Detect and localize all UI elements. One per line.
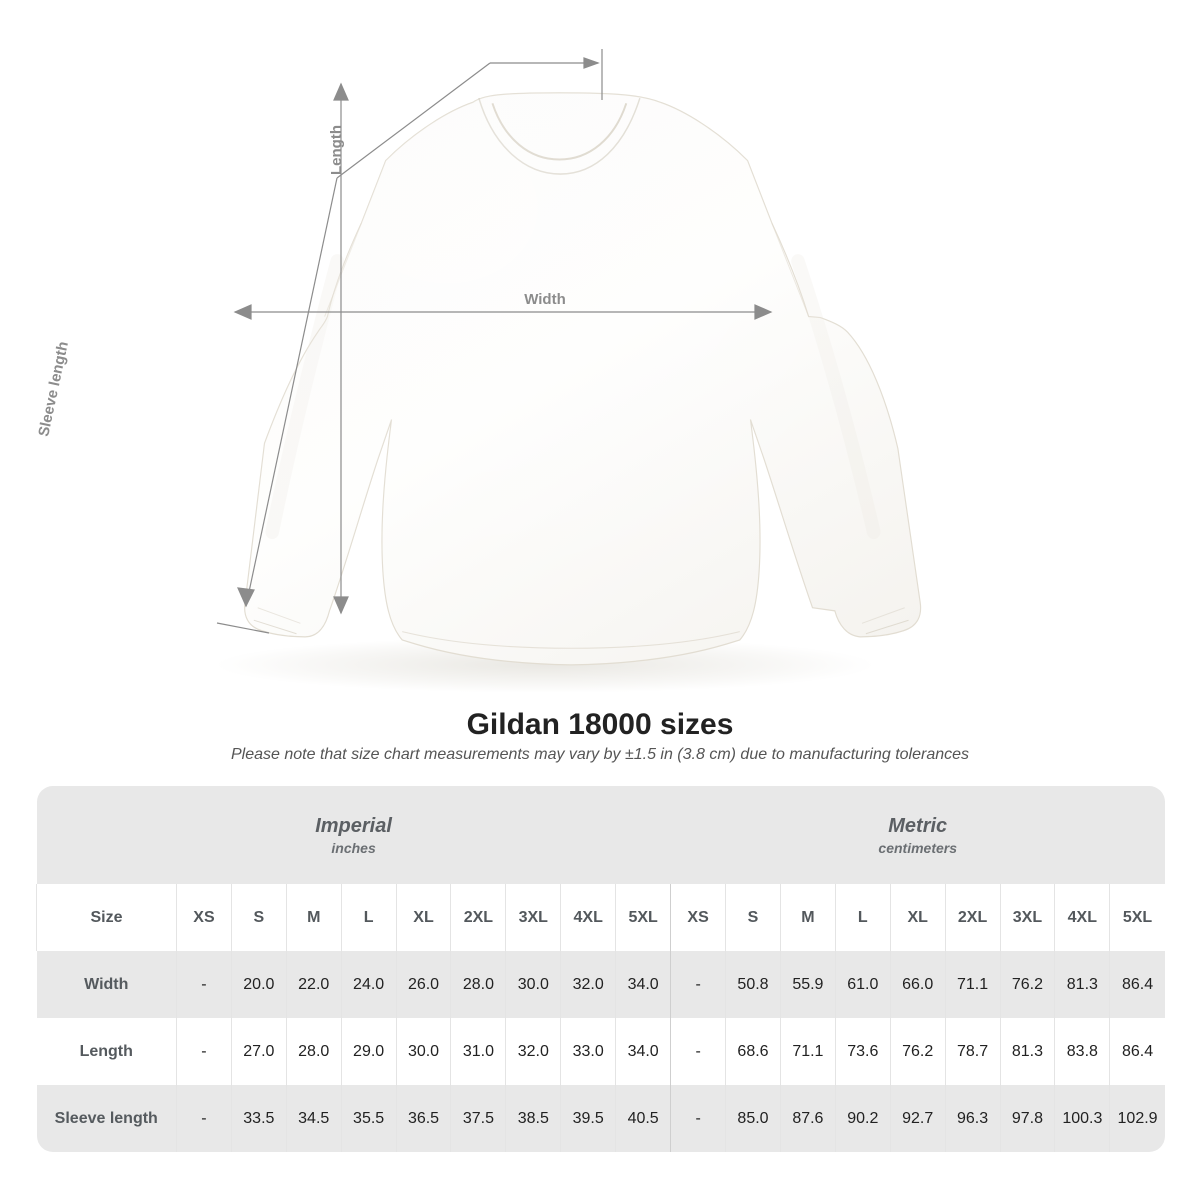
svg-text:Sleeve length: Sleeve length [35, 340, 72, 438]
svg-text:Length: Length [328, 125, 345, 175]
svg-text:Width: Width [524, 291, 566, 308]
